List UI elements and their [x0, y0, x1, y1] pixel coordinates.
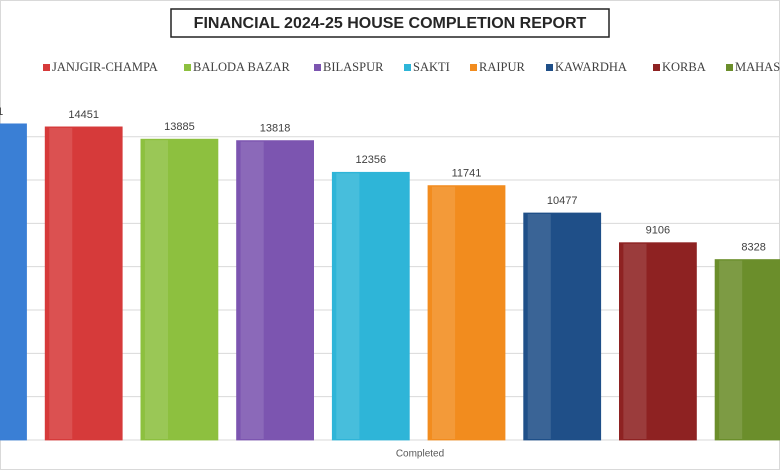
- bar: [236, 140, 315, 441]
- legend-label: RAIPUR: [479, 60, 526, 74]
- legend-label: KORBA: [662, 60, 706, 74]
- bar-highlight: [144, 140, 168, 440]
- legend-marker: [43, 64, 50, 71]
- legend-marker: [653, 64, 660, 71]
- value-label: 14591: [0, 106, 3, 118]
- value-label: 9106: [646, 225, 670, 237]
- legend-marker: [184, 64, 191, 71]
- bar-highlight: [240, 141, 264, 439]
- legend-marker: [404, 64, 411, 71]
- legend-label: JANJGIR-CHAMPA: [52, 60, 158, 74]
- bar: [427, 185, 506, 441]
- value-label: 10477: [547, 195, 578, 207]
- value-label: 8328: [741, 241, 765, 253]
- bar-highlight: [432, 186, 456, 439]
- legend-label: SAKTI: [413, 60, 450, 74]
- bar: [714, 259, 780, 441]
- bar-highlight: [623, 243, 647, 439]
- title-box: [170, 8, 610, 38]
- bar: [619, 242, 697, 441]
- bar: [0, 123, 27, 441]
- bar: [44, 126, 123, 441]
- bar: [523, 212, 602, 441]
- x-tick-label: Completed: [396, 449, 444, 460]
- legend-marker: [314, 64, 321, 71]
- legend-marker: [470, 64, 477, 71]
- bar-highlight: [719, 260, 743, 439]
- legend-marker: [726, 64, 733, 71]
- legend-label: BILASPUR: [323, 60, 384, 74]
- legend-label: MAHAS: [735, 60, 780, 74]
- bar: [331, 171, 410, 441]
- value-label: 14451: [68, 109, 99, 121]
- bar-highlight: [49, 127, 73, 440]
- legend-label: BALODA BAZAR: [193, 60, 291, 74]
- value-label: 13885: [164, 121, 195, 133]
- value-label: 11741: [452, 168, 482, 180]
- value-label: 13818: [260, 123, 291, 135]
- legend-marker: [546, 64, 553, 71]
- legend-label: KAWARDHA: [555, 60, 627, 74]
- chart-title: FINANCIAL 2024-25 HOUSE COMPLETION REPOR…: [194, 15, 587, 32]
- bar: [140, 138, 219, 441]
- bar-highlight: [527, 214, 551, 439]
- bar-highlight: [336, 173, 360, 440]
- value-label: 12356: [356, 154, 387, 166]
